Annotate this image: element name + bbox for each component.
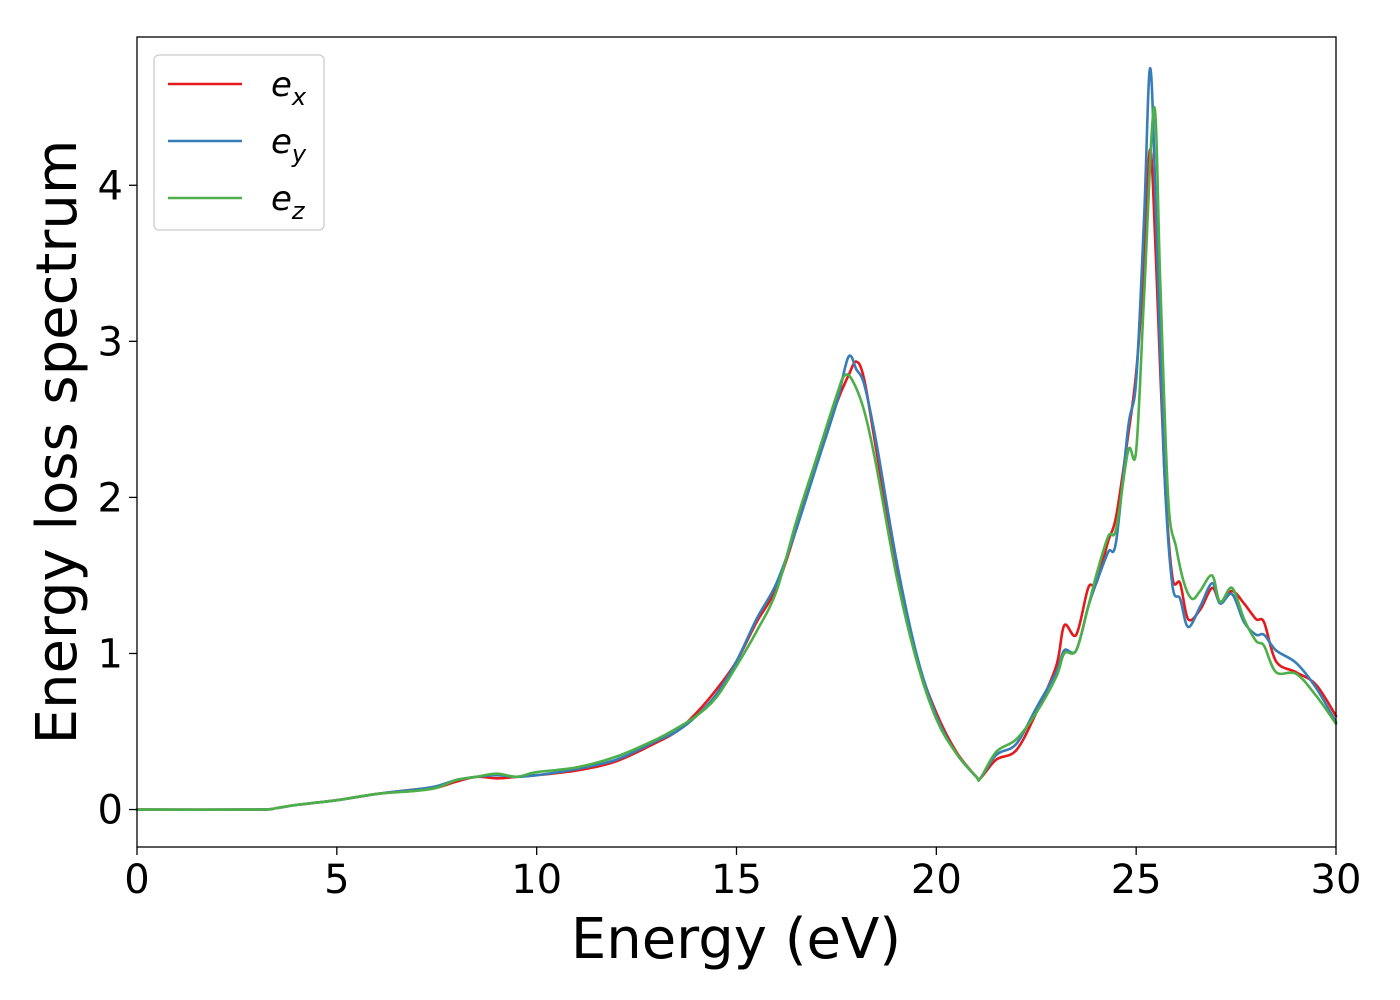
legend-label-ez: ez [271, 179, 306, 225]
legend-box [153, 54, 325, 231]
x-axis-title: Energy (eV) [571, 907, 901, 972]
y-tick-label: 3 [98, 319, 123, 365]
x-tick-label: 0 [124, 857, 149, 903]
legend-label-ex: ex [271, 65, 307, 111]
x-tick-label: 30 [1311, 857, 1362, 903]
y-tick-label: 0 [98, 788, 123, 834]
y-tick-label: 2 [98, 475, 123, 521]
series-layer [135, 66, 1338, 811]
x-tick-label: 15 [711, 857, 762, 903]
x-tick-label: 10 [511, 857, 562, 903]
y-tick-label: 1 [98, 631, 123, 677]
y-axis: 0 1 2 3 4 [98, 163, 137, 834]
x-axis: 0 5 10 15 20 25 30 [124, 847, 1361, 903]
series-line-ez [135, 105, 1338, 811]
legend-label-ey: ey [271, 122, 307, 168]
y-axis-title: Energy loss spectrum [25, 140, 90, 745]
x-tick-label: 25 [1111, 857, 1162, 903]
x-tick-label: 20 [911, 857, 962, 903]
x-tick-label: 5 [324, 857, 349, 903]
legend: ex ey ez [153, 54, 325, 231]
y-tick-label: 4 [98, 163, 123, 209]
